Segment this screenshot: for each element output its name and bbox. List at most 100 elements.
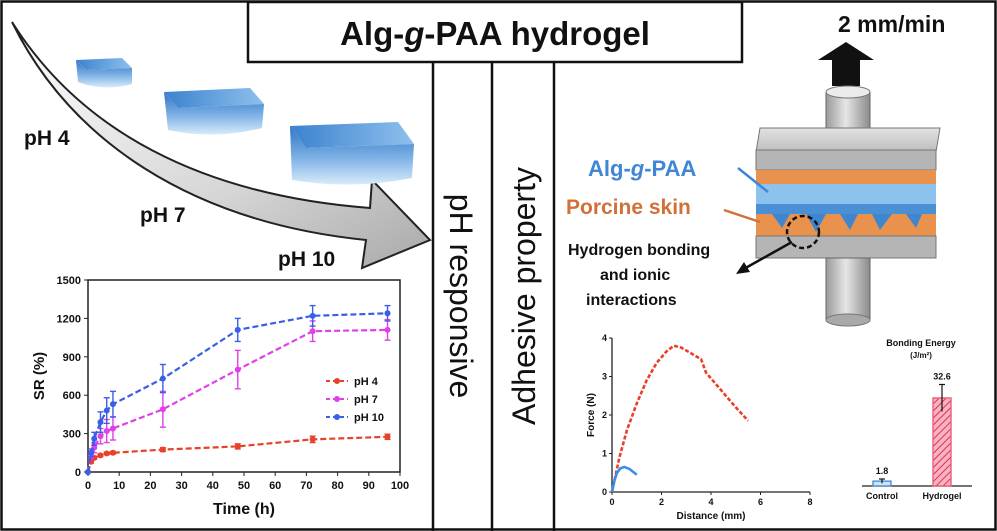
hydrogel-cube-medium [164,88,264,135]
force-curve-hydrogel [610,344,750,493]
data-point [384,433,391,440]
y-tick-label: 1500 [57,275,81,287]
upper-plate-top [755,127,941,153]
data-point [234,326,241,333]
pull-direction-arrow [818,42,874,86]
data-point [159,406,166,413]
data-point [159,375,166,382]
data-point [159,446,166,453]
data-point [109,425,116,432]
legend-label: pH 10 [354,412,384,424]
bar-value-label: 32.6 [933,371,951,381]
data-point [97,433,104,440]
data-point [309,328,316,335]
x-tick-label: 0 [609,497,614,507]
interaction-zoom-circle [785,214,821,250]
ph-label-10: pH 10 [278,248,335,271]
data-point [97,419,104,426]
y-axis-label: Force (N) [586,393,597,437]
upper-skin-layer [756,170,936,184]
hydrogel-cube-small [76,58,132,88]
bar-value-label: 1.8 [876,466,889,476]
interaction-pointer [741,240,793,272]
title-text: Alg-g-PAA hydrogel [340,15,650,52]
tensile-test-illustration: 2 mm/min Alg-g-PAA Porcine skin Hydrogen… [566,11,945,327]
ph-label-7: pH 7 [140,204,186,227]
bonding-unit: (J/m²) [910,351,932,360]
y-axis-label: SR (%) [31,352,48,400]
x-tick-label: 8 [807,497,812,507]
interaction-label-line3: interactions [586,292,677,309]
data-point [309,436,316,443]
ph-label-4: pH 4 [24,127,70,150]
series-line-ph10 [86,312,388,473]
hydrogel-layer-top [756,184,936,204]
y-tick-label: 0 [602,487,607,497]
x-tick-label: 50 [238,480,250,492]
bonding-title: Bonding Energy [886,338,956,348]
data-point [103,450,110,457]
x-tick-label: 4 [708,497,713,507]
x-tick-label: 30 [175,480,187,492]
lower-grip-rod [825,257,871,321]
y-tick-label: 3 [602,372,607,382]
x-axis-label: Time (h) [213,501,275,518]
x-tick-label: 100 [391,480,409,492]
interaction-label-line2: and ionic [600,267,670,284]
x-tick-label: 6 [758,497,763,507]
data-point [384,310,391,317]
swelling-arrow [11,21,432,270]
x-tick-label: 2 [659,497,664,507]
vertical-label-adhesive-property: Adhesive property [506,167,542,425]
data-point [103,407,110,414]
data-point [91,435,98,442]
x-tick-label: 40 [207,480,219,492]
hydrogel-layer-label: Alg-g-PAA [588,156,696,181]
data-point [97,452,104,459]
vertical-label-ph-responsive: pH responsive [443,194,479,399]
legend-marker [334,414,340,420]
y-tick-label: 2 [602,410,607,420]
series-line-ph4 [86,435,388,473]
legend-label: pH 4 [354,376,379,388]
data-point [384,326,391,333]
data-point [109,449,116,456]
data-point [309,312,316,319]
legend-label: pH 7 [354,394,378,406]
data-point [109,401,116,408]
y-tick-label: 1 [602,449,607,459]
hydrogel-cube-large [290,122,414,185]
legend-marker [334,396,340,402]
x-tick-label: 60 [269,480,281,492]
y-tick-label: 4 [602,333,607,343]
bar-category-label: Control [866,491,898,501]
title-box: Alg-g-PAA hydrogel [246,0,744,64]
y-tick-label: 1200 [57,313,81,325]
x-tick-label: 90 [363,480,375,492]
pull-speed-label: 2 mm/min [838,11,945,37]
y-tick-label: 900 [63,352,81,364]
data-point [234,366,241,373]
lower-skin-layer [756,214,936,236]
data-point [234,443,241,450]
y-tick-label: 600 [63,390,81,402]
data-point [85,469,91,475]
upper-plate [755,149,937,171]
bar-category-label: Hydrogel [922,491,961,501]
x-tick-label: 70 [300,480,312,492]
swelling-ratio-chart: 0 10 20 30 40 50 60 70 80 90 100 0 300 600 900 1200 1500… [31,275,409,518]
force-distance-chart: 0 2 4 6 8 0 1 2 3 4 Distance (mm) Force (N) [586,333,813,522]
x-tick-label: 20 [144,480,156,492]
force-curve-control [610,465,638,493]
data-point [103,428,110,435]
interaction-label-line1: Hydrogen bonding [568,242,710,259]
bonding-energy-chart: Bonding Energy (J/m²) 1.8 Control 32.6 Hydrog… [862,338,972,501]
x-tick-label: 80 [331,480,343,492]
x-tick-label: 10 [113,480,125,492]
x-tick-label: 0 [85,480,91,492]
y-tick-label: 300 [63,429,81,441]
y-tick-label: 0 [75,467,81,479]
data-point [88,449,95,456]
x-axis-label: Distance (mm) [677,511,746,522]
